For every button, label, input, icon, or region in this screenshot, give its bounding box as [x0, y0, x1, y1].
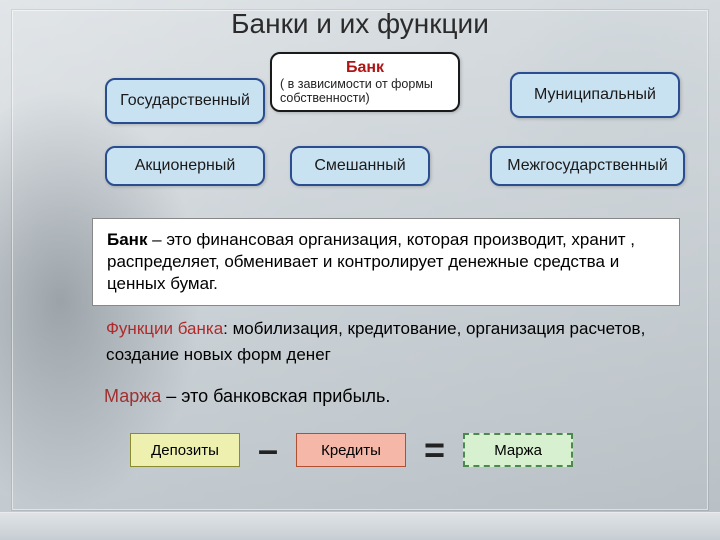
- page-title: Банки и их функции: [0, 8, 720, 40]
- footer-bar: [0, 512, 720, 540]
- equals-operator: =: [424, 432, 445, 468]
- type-node: Муниципальный: [510, 72, 680, 118]
- marzha-definition: Маржа – это банковская прибыль.: [104, 386, 390, 407]
- definition-lead: Банк: [107, 230, 147, 249]
- minus-operator: –: [258, 432, 278, 468]
- deposits-box: Депозиты: [130, 433, 240, 467]
- functions-lead: Функции банка: [106, 319, 223, 338]
- marzha-text: – это банковская прибыль.: [161, 386, 390, 406]
- root-node-title: Банк: [346, 59, 384, 77]
- marzha-lead: Маржа: [104, 386, 161, 406]
- root-node-bank: Банк ( в зависимости от формы собственно…: [270, 52, 460, 112]
- definition-box: Банк – это финансовая организация, котор…: [92, 218, 680, 306]
- type-node: Государственный: [105, 78, 265, 124]
- definition-text: – это финансовая организация, которая пр…: [107, 230, 635, 293]
- type-node: Межгосударственный: [490, 146, 685, 186]
- type-node: Смешанный: [290, 146, 430, 186]
- credits-box: Кредиты: [296, 433, 406, 467]
- functions-text: Функции банка: мобилизация, кредитование…: [92, 310, 680, 373]
- root-node-subtitle: ( в зависимости от формы собственности): [280, 77, 450, 106]
- type-node: Акционерный: [105, 146, 265, 186]
- equation-row: Депозиты – Кредиты = Маржа: [130, 432, 573, 468]
- marzha-box: Маржа: [463, 433, 573, 467]
